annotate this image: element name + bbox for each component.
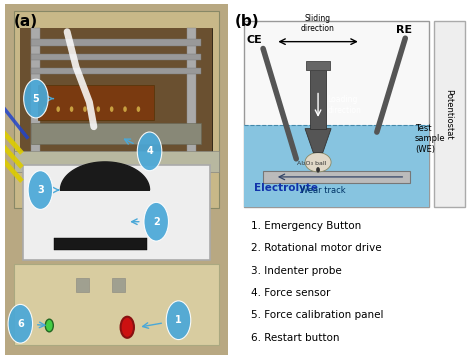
Text: 4. Force sensor: 4. Force sensor <box>251 288 330 298</box>
Bar <box>31 28 40 162</box>
Text: Potentiostat: Potentiostat <box>445 89 454 139</box>
Text: RE: RE <box>396 25 412 35</box>
Text: CE: CE <box>246 35 262 45</box>
Bar <box>23 165 210 260</box>
Bar <box>54 238 147 250</box>
Text: Electrolyte: Electrolyte <box>254 183 318 193</box>
Circle shape <box>43 106 46 112</box>
Circle shape <box>137 106 140 112</box>
Bar <box>31 53 201 60</box>
Text: 1: 1 <box>175 315 182 325</box>
Text: 3: 3 <box>37 185 44 195</box>
Text: 2. Rotational motor drive: 2. Rotational motor drive <box>251 243 382 253</box>
Text: Test
sample
(WE): Test sample (WE) <box>415 124 446 154</box>
Polygon shape <box>76 278 90 292</box>
Bar <box>306 61 330 70</box>
Bar <box>31 123 201 144</box>
Text: 2: 2 <box>153 217 160 227</box>
Bar <box>263 171 410 183</box>
Bar <box>434 21 465 207</box>
Text: (b): (b) <box>235 14 259 29</box>
Circle shape <box>24 79 48 118</box>
Polygon shape <box>112 278 125 292</box>
Circle shape <box>70 106 73 112</box>
Text: 3. Indenter probe: 3. Indenter probe <box>251 266 342 276</box>
Bar <box>187 28 196 162</box>
Bar <box>310 70 326 129</box>
Circle shape <box>83 106 87 112</box>
Text: Wear track: Wear track <box>300 186 345 195</box>
Bar <box>244 125 429 207</box>
Bar <box>244 21 429 207</box>
Bar <box>38 84 154 120</box>
Text: 1. Emergency Button: 1. Emergency Button <box>251 221 362 231</box>
Circle shape <box>316 167 320 173</box>
Bar <box>14 264 219 345</box>
Circle shape <box>166 301 191 340</box>
Circle shape <box>110 106 113 112</box>
Polygon shape <box>305 129 331 153</box>
Text: Al₂O₃ ball: Al₂O₃ ball <box>297 162 326 167</box>
Text: 5: 5 <box>33 94 39 104</box>
Bar <box>20 28 212 162</box>
Polygon shape <box>60 162 149 190</box>
Text: 4: 4 <box>146 146 153 157</box>
Circle shape <box>8 304 33 343</box>
Circle shape <box>56 106 60 112</box>
Circle shape <box>28 171 53 209</box>
Text: 6: 6 <box>17 319 24 329</box>
Circle shape <box>137 132 162 171</box>
Text: 6. Restart button: 6. Restart button <box>251 333 340 343</box>
Bar <box>20 28 212 162</box>
Text: 5. Force calibration panel: 5. Force calibration panel <box>251 311 384 321</box>
Text: Loading
direction: Loading direction <box>328 95 361 115</box>
Text: (a): (a) <box>14 14 38 29</box>
Circle shape <box>120 317 134 338</box>
Polygon shape <box>305 153 331 172</box>
Circle shape <box>144 202 168 241</box>
Bar <box>14 151 219 172</box>
Circle shape <box>97 106 100 112</box>
Circle shape <box>46 319 53 332</box>
Text: Sliding
direction: Sliding direction <box>301 14 335 33</box>
Circle shape <box>123 106 127 112</box>
Bar <box>31 39 201 46</box>
Bar <box>31 67 201 74</box>
Bar <box>14 11 219 208</box>
